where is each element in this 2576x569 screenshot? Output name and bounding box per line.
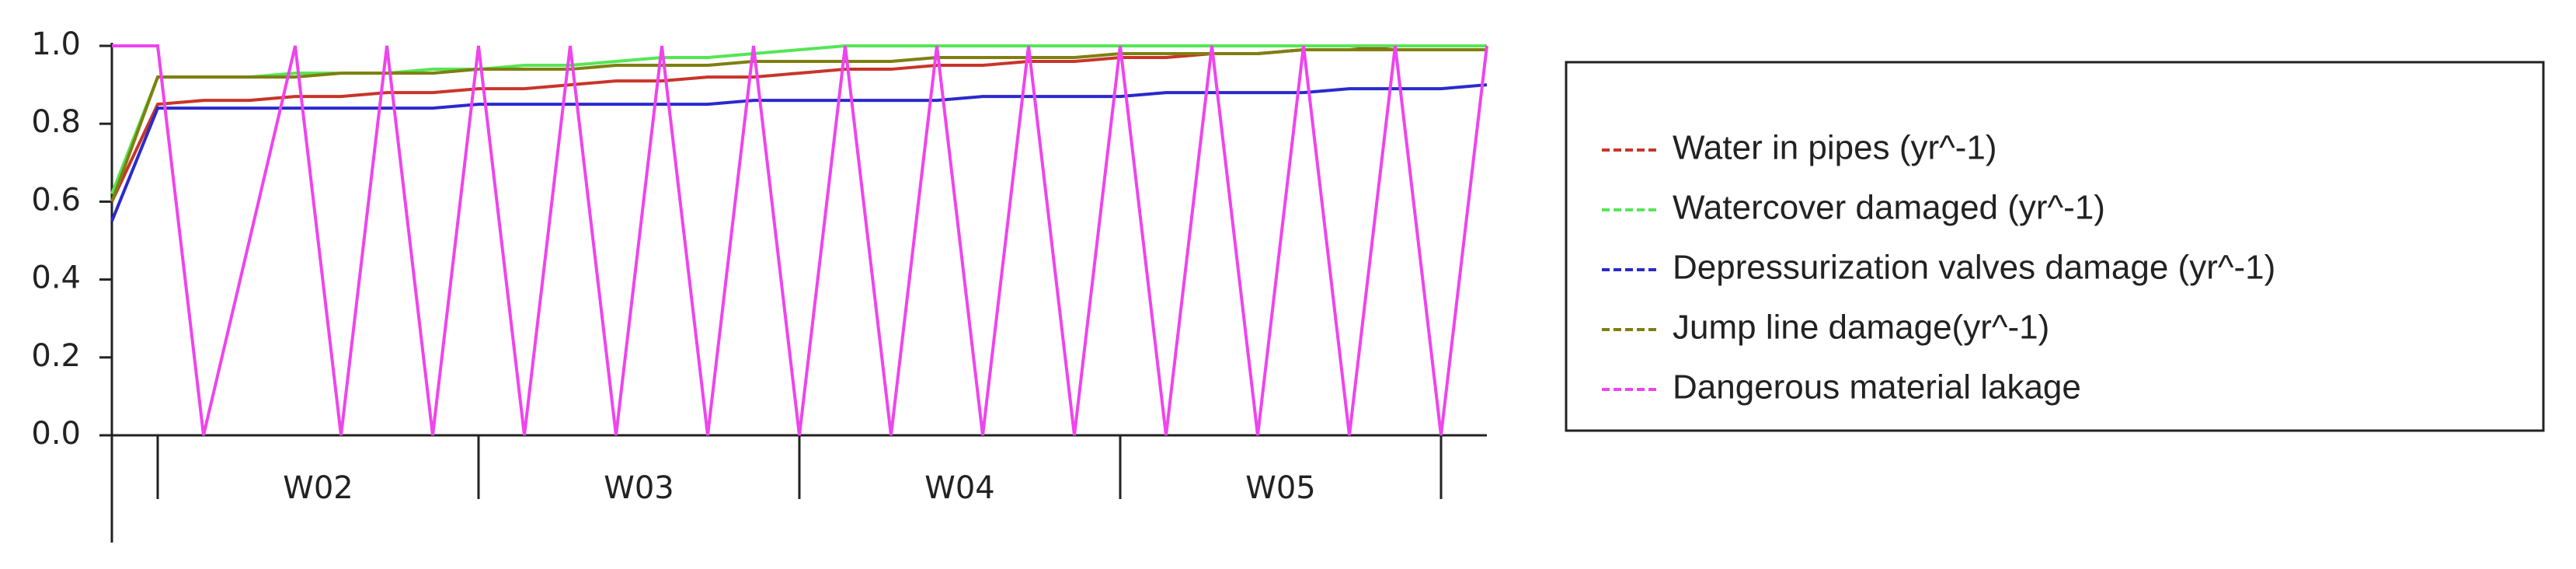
legend-text: Jump line damage(yr^-1) <box>1673 309 2049 347</box>
series-line <box>110 48 1487 203</box>
series-line <box>110 44 1487 195</box>
y-tick-label: 0.8 <box>31 104 81 140</box>
series-line <box>110 83 1488 222</box>
x-week-label: W04 <box>924 470 994 506</box>
x-week-label: W05 <box>1245 470 1315 506</box>
y-tick-label: 0.6 <box>31 182 81 218</box>
legend-text: Depressurization valves damage (yr^-1) <box>1673 249 2275 287</box>
legend-text: Water in pipes (yr^-1) <box>1673 129 1997 167</box>
y-tick-label: 0.0 <box>31 416 81 452</box>
y-tick-label: 0.2 <box>31 338 81 374</box>
legend-box <box>1565 61 2545 432</box>
legend-text: Dangerous material lakage <box>1673 368 2081 407</box>
series-line <box>110 44 1487 203</box>
legend-text: Watercover damaged (yr^-1) <box>1673 189 2105 227</box>
y-tick-label: 0.4 <box>31 260 81 296</box>
x-week-label: W02 <box>283 470 353 506</box>
series-line <box>112 44 1488 436</box>
x-week-label: W03 <box>604 470 674 506</box>
y-tick-label: 1.0 <box>31 26 81 62</box>
